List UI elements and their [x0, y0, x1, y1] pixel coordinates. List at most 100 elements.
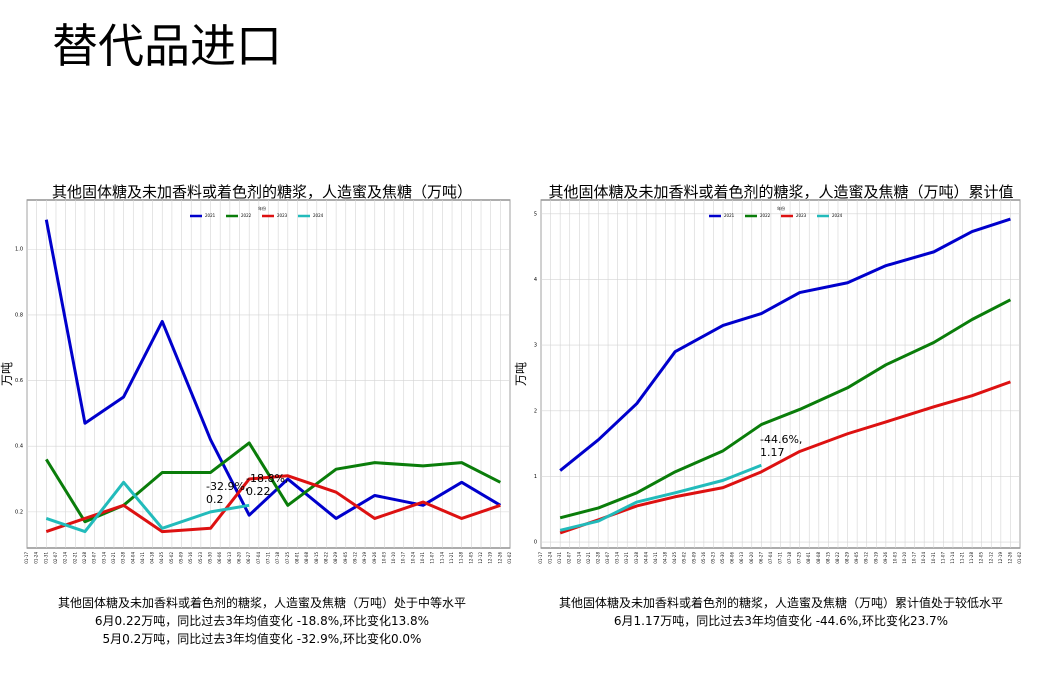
x-tick-label: 07-25: [285, 552, 290, 564]
x-tick-label: 05-30: [208, 552, 213, 564]
x-tick-label: 05-09: [179, 552, 184, 564]
y-tick-label: 0: [534, 540, 537, 546]
x-tick-label: 03-21: [624, 552, 629, 564]
y-axis-label: 万吨: [514, 362, 528, 386]
x-tick-label: 01-02: [1017, 552, 1022, 564]
x-tick-label: 05-23: [198, 552, 203, 564]
annotation: -32.9%, 0.2: [206, 480, 248, 506]
y-tick-label: 4: [534, 277, 537, 283]
x-tick-label: 04-18: [663, 552, 668, 564]
x-tick-label: 11-28: [459, 552, 464, 564]
x-tick-label: 10-17: [401, 552, 406, 564]
x-tick-label: 09-12: [352, 552, 357, 564]
x-tick-label: 10-24: [921, 552, 926, 564]
legend-label: 2024: [832, 213, 843, 218]
x-tick-label: 04-11: [653, 552, 658, 564]
chart-title: 其他固体糖及未加香料或着色剂的糖浆，人造蜜及焦糖（万吨）: [52, 183, 472, 201]
x-tick-label: 06-27: [758, 552, 763, 564]
x-tick-label: 11-14: [439, 552, 444, 564]
x-tick-label: 02-28: [595, 552, 600, 564]
y-tick-label: 2: [534, 408, 537, 414]
x-tick-label: 03-14: [615, 552, 620, 564]
caption-line: 6月0.22万吨，同比过去3年均值变化 -18.8%,环比变化13.8%: [95, 613, 429, 628]
x-tick-label: 05-30: [720, 552, 725, 564]
x-tick-label: 01-31: [43, 552, 48, 564]
x-tick-label: 12-05: [468, 552, 473, 564]
x-tick-label: 10-10: [902, 552, 907, 564]
legend-label: 2021: [724, 213, 735, 218]
x-tick-label: 10-10: [391, 552, 396, 564]
x-tick-label: 05-16: [701, 552, 706, 564]
x-tick-label: 03-14: [101, 552, 106, 564]
annotation: -18.8%, 0.22: [246, 472, 288, 498]
x-tick-label: 09-26: [883, 552, 888, 564]
x-tick-label: 06-06: [217, 552, 222, 564]
legend-label: 2023: [796, 213, 807, 218]
slide-title: 替代品进口: [52, 19, 282, 73]
y-tick-label: 5: [534, 211, 537, 217]
x-tick-label: 07-11: [266, 552, 271, 564]
x-tick-label: 04-04: [643, 552, 648, 564]
y-tick-label: 0.2: [15, 509, 23, 515]
x-tick-label: 08-08: [304, 552, 309, 564]
annotation: -44.6%, 1.17: [760, 433, 802, 459]
x-tick-label: 11-21: [449, 552, 454, 564]
x-tick-label: 09-12: [864, 552, 869, 564]
x-tick-label: 08-15: [825, 552, 830, 564]
series-line: [44, 219, 502, 520]
x-tick-label: 11-28: [969, 552, 974, 564]
y-tick-label: 3: [534, 343, 537, 349]
x-tick-label: 06-06: [730, 552, 735, 564]
legend-label: 2022: [241, 213, 252, 218]
x-tick-label: 07-04: [768, 552, 773, 564]
x-tick-label: 08-01: [806, 552, 811, 564]
x-tick-label: 07-25: [797, 552, 802, 564]
x-tick-label: 06-27: [246, 552, 251, 564]
y-tick-label: 0.8: [15, 312, 23, 318]
series-line: [45, 480, 250, 534]
x-tick-label: 02-28: [82, 552, 87, 564]
x-tick-label: 07-18: [787, 552, 792, 564]
x-tick-label: 02-21: [72, 552, 77, 564]
x-tick-label: 04-11: [140, 552, 145, 564]
x-tick-label: 11-07: [940, 552, 945, 564]
x-tick-label: 04-25: [672, 552, 677, 564]
x-tick-label: 03-28: [634, 552, 639, 564]
x-tick-label: 01-17: [538, 552, 543, 564]
x-tick-label: 04-04: [130, 552, 135, 564]
x-tick-label: 08-15: [314, 552, 319, 564]
caption-line: 其他固体糖及未加香料或着色剂的糖浆，人造蜜及焦糖（万吨）处于中等水平: [58, 595, 466, 610]
x-tick-label: 03-28: [121, 552, 126, 564]
x-tick-label: 01-17: [24, 552, 29, 564]
caption-line: 5月0.2万吨，同比过去3年均值变化 -32.9%,环比变化0.0%: [103, 631, 422, 646]
legend-title: 年份: [777, 205, 785, 211]
x-tick-label: 12-19: [998, 552, 1003, 564]
caption-line: 其他固体糖及未加香料或着色剂的糖浆，人造蜜及焦糖（万吨）累计值处于较低水平: [559, 595, 1003, 610]
x-tick-label: 05-23: [710, 552, 715, 564]
x-tick-label: 08-22: [323, 552, 328, 564]
x-tick-label: 05-02: [682, 552, 687, 564]
x-tick-label: 05-16: [188, 552, 193, 564]
legend-label: 2023: [277, 213, 288, 218]
x-tick-label: 07-18: [275, 552, 280, 564]
x-tick-label: 06-20: [749, 552, 754, 564]
y-tick-label: 1: [534, 474, 537, 480]
x-tick-label: 06-13: [739, 552, 744, 564]
x-tick-label: 12-05: [979, 552, 984, 564]
x-tick-label: 01-31: [557, 552, 562, 564]
x-tick-label: 10-24: [410, 552, 415, 564]
legend-label: 2024: [313, 213, 324, 218]
x-tick-label: 12-12: [478, 552, 483, 564]
y-tick-label: 1.0: [15, 247, 23, 253]
x-tick-label: 08-08: [816, 552, 821, 564]
x-tick-label: 10-03: [892, 552, 897, 564]
x-tick-label: 11-07: [430, 552, 435, 564]
y-tick-label: 0.4: [15, 444, 23, 450]
x-tick-label: 09-19: [873, 552, 878, 564]
caption-line: 6月1.17万吨，同比过去3年均值变化 -44.6%,环比变化23.7%: [614, 613, 948, 628]
legend-title: 年份: [258, 205, 266, 211]
x-tick-label: 04-25: [159, 552, 164, 564]
legend-label: 2021: [205, 213, 216, 218]
x-tick-label: 01-24: [34, 552, 39, 564]
x-tick-label: 03-21: [111, 552, 116, 564]
